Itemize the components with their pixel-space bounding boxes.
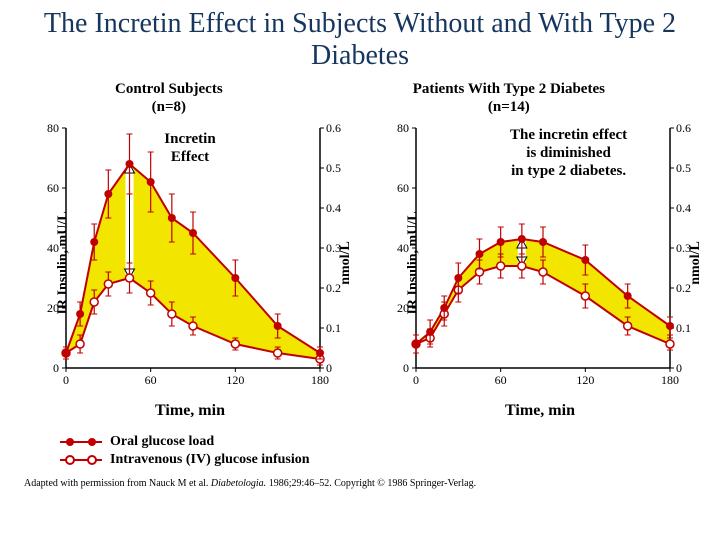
xtick: 60 [495,373,507,387]
iv-marker [90,298,98,306]
subtitle-left: Control Subjects (n=8) [115,80,223,116]
chart-right-wrap: IR Insulin, mU/L nmol/L 02040608000.10.2… [370,118,710,408]
oral-marker [76,310,84,318]
iv-marker [147,289,155,297]
iv-marker [497,262,505,270]
chart-right-col: IR Insulin, mU/L nmol/L 02040608000.10.2… [370,118,710,420]
legend-oral-icon [60,435,102,449]
oral-marker [666,322,674,330]
oral-marker [126,160,134,168]
iv-marker [624,322,632,330]
ytick-left: 40 [47,241,59,255]
oral-marker [90,238,98,246]
iv-marker [581,292,589,300]
iv-marker [666,340,674,348]
iv-marker [274,349,282,357]
subtitles-row: Control Subjects (n=8) Patients With Typ… [20,80,700,116]
xtick: 180 [661,373,679,387]
ytick-right: 0.6 [326,121,341,135]
annot-right-l2: is diminished [526,145,611,161]
ytick-left: 80 [397,121,409,135]
legend: Oral glucose load Intravenous (IV) gluco… [60,434,700,468]
ytick-right: 0.1 [676,321,691,335]
subtitle-right-l2: (n=14) [488,99,530,115]
oral-marker [476,250,484,258]
annot-right-l1: The incretin effect [510,127,627,143]
oral-marker [426,328,434,336]
ytick-right: 0.5 [676,161,691,175]
oral-marker [539,238,547,246]
subtitle-right: Patients With Type 2 Diabetes (n=14) [413,80,605,116]
legend-oral-label: Oral glucose load [110,434,214,450]
iv-marker [104,280,112,288]
xtick: 120 [576,373,594,387]
ytick-left: 20 [397,301,409,315]
legend-iv-icon [60,453,102,467]
ytick-left: 40 [397,241,409,255]
ytick-left: 0 [53,361,59,375]
oral-marker [624,292,632,300]
ytick-left: 60 [397,181,409,195]
xtick: 180 [311,373,329,387]
xtick: 0 [63,373,69,387]
ytick-left: 0 [403,361,409,375]
oral-marker [104,190,112,198]
oral-marker [231,274,239,282]
iv-marker [231,340,239,348]
ytick-right: 0.4 [326,201,341,215]
oral-marker [412,340,420,348]
page-title: The Incretin Effect in Subjects Without … [20,8,700,72]
oral-marker [189,229,197,237]
iv-marker [189,322,197,330]
ytick-right: 0.4 [676,201,691,215]
legend-row-iv: Intravenous (IV) glucose infusion [60,452,700,468]
iv-marker [126,274,134,282]
oral-marker [454,274,462,282]
citation-ital: Diabetologia. [211,478,266,489]
ytick-right: 0.2 [676,281,691,295]
ytick-left: 60 [47,181,59,195]
oral-marker [274,322,282,330]
oral-marker [62,349,70,357]
ytick-right: 0.5 [326,161,341,175]
oral-marker [147,178,155,186]
annot-incretin-effect: Incretin Effect [150,130,230,166]
oral-marker [440,304,448,312]
oral-marker [497,238,505,246]
xtick: 0 [413,373,419,387]
subtitle-right-l1: Patients With Type 2 Diabetes [413,81,605,97]
ytick-left: 80 [47,121,59,135]
ytick-right: 0.2 [326,281,341,295]
citation-pre: Adapted with permission from Nauck M et … [24,478,211,489]
subtitle-left-l1: Control Subjects [115,81,223,97]
annot-right-l3: in type 2 diabetes. [511,163,626,179]
ytick-right: 0.6 [676,121,691,135]
oral-marker [518,235,526,243]
oral-marker [316,349,324,357]
xtick: 60 [145,373,157,387]
ytick-right: 0.3 [676,241,691,255]
iv-marker [539,268,547,276]
subtitle-left-l2: (n=8) [152,99,186,115]
ytick-left: 20 [47,301,59,315]
ytick-right: 0.3 [326,241,341,255]
citation-post: 1986;29:46–52. Copyright © 1986 Springer… [266,478,476,489]
iv-marker [76,340,84,348]
ytick-right: 0.1 [326,321,341,335]
charts-row: IR Insulin, mU/L nmol/L 02040608000.10.2… [20,118,700,420]
oral-marker [168,214,176,222]
oral-marker [581,256,589,264]
chart-left-wrap: IR Insulin, mU/L nmol/L 02040608000.10.2… [20,118,360,408]
legend-iv-label: Intravenous (IV) glucose infusion [110,452,310,468]
citation: Adapted with permission from Nauck M et … [24,478,700,489]
xtick: 120 [226,373,244,387]
annot-diminished: The incretin effect is diminished in typ… [510,126,627,180]
iv-marker [168,310,176,318]
chart-left-col: IR Insulin, mU/L nmol/L 02040608000.10.2… [20,118,360,420]
legend-row-oral: Oral glucose load [60,434,700,450]
iv-marker [518,262,526,270]
annot-left-text: Incretin Effect [150,130,230,166]
